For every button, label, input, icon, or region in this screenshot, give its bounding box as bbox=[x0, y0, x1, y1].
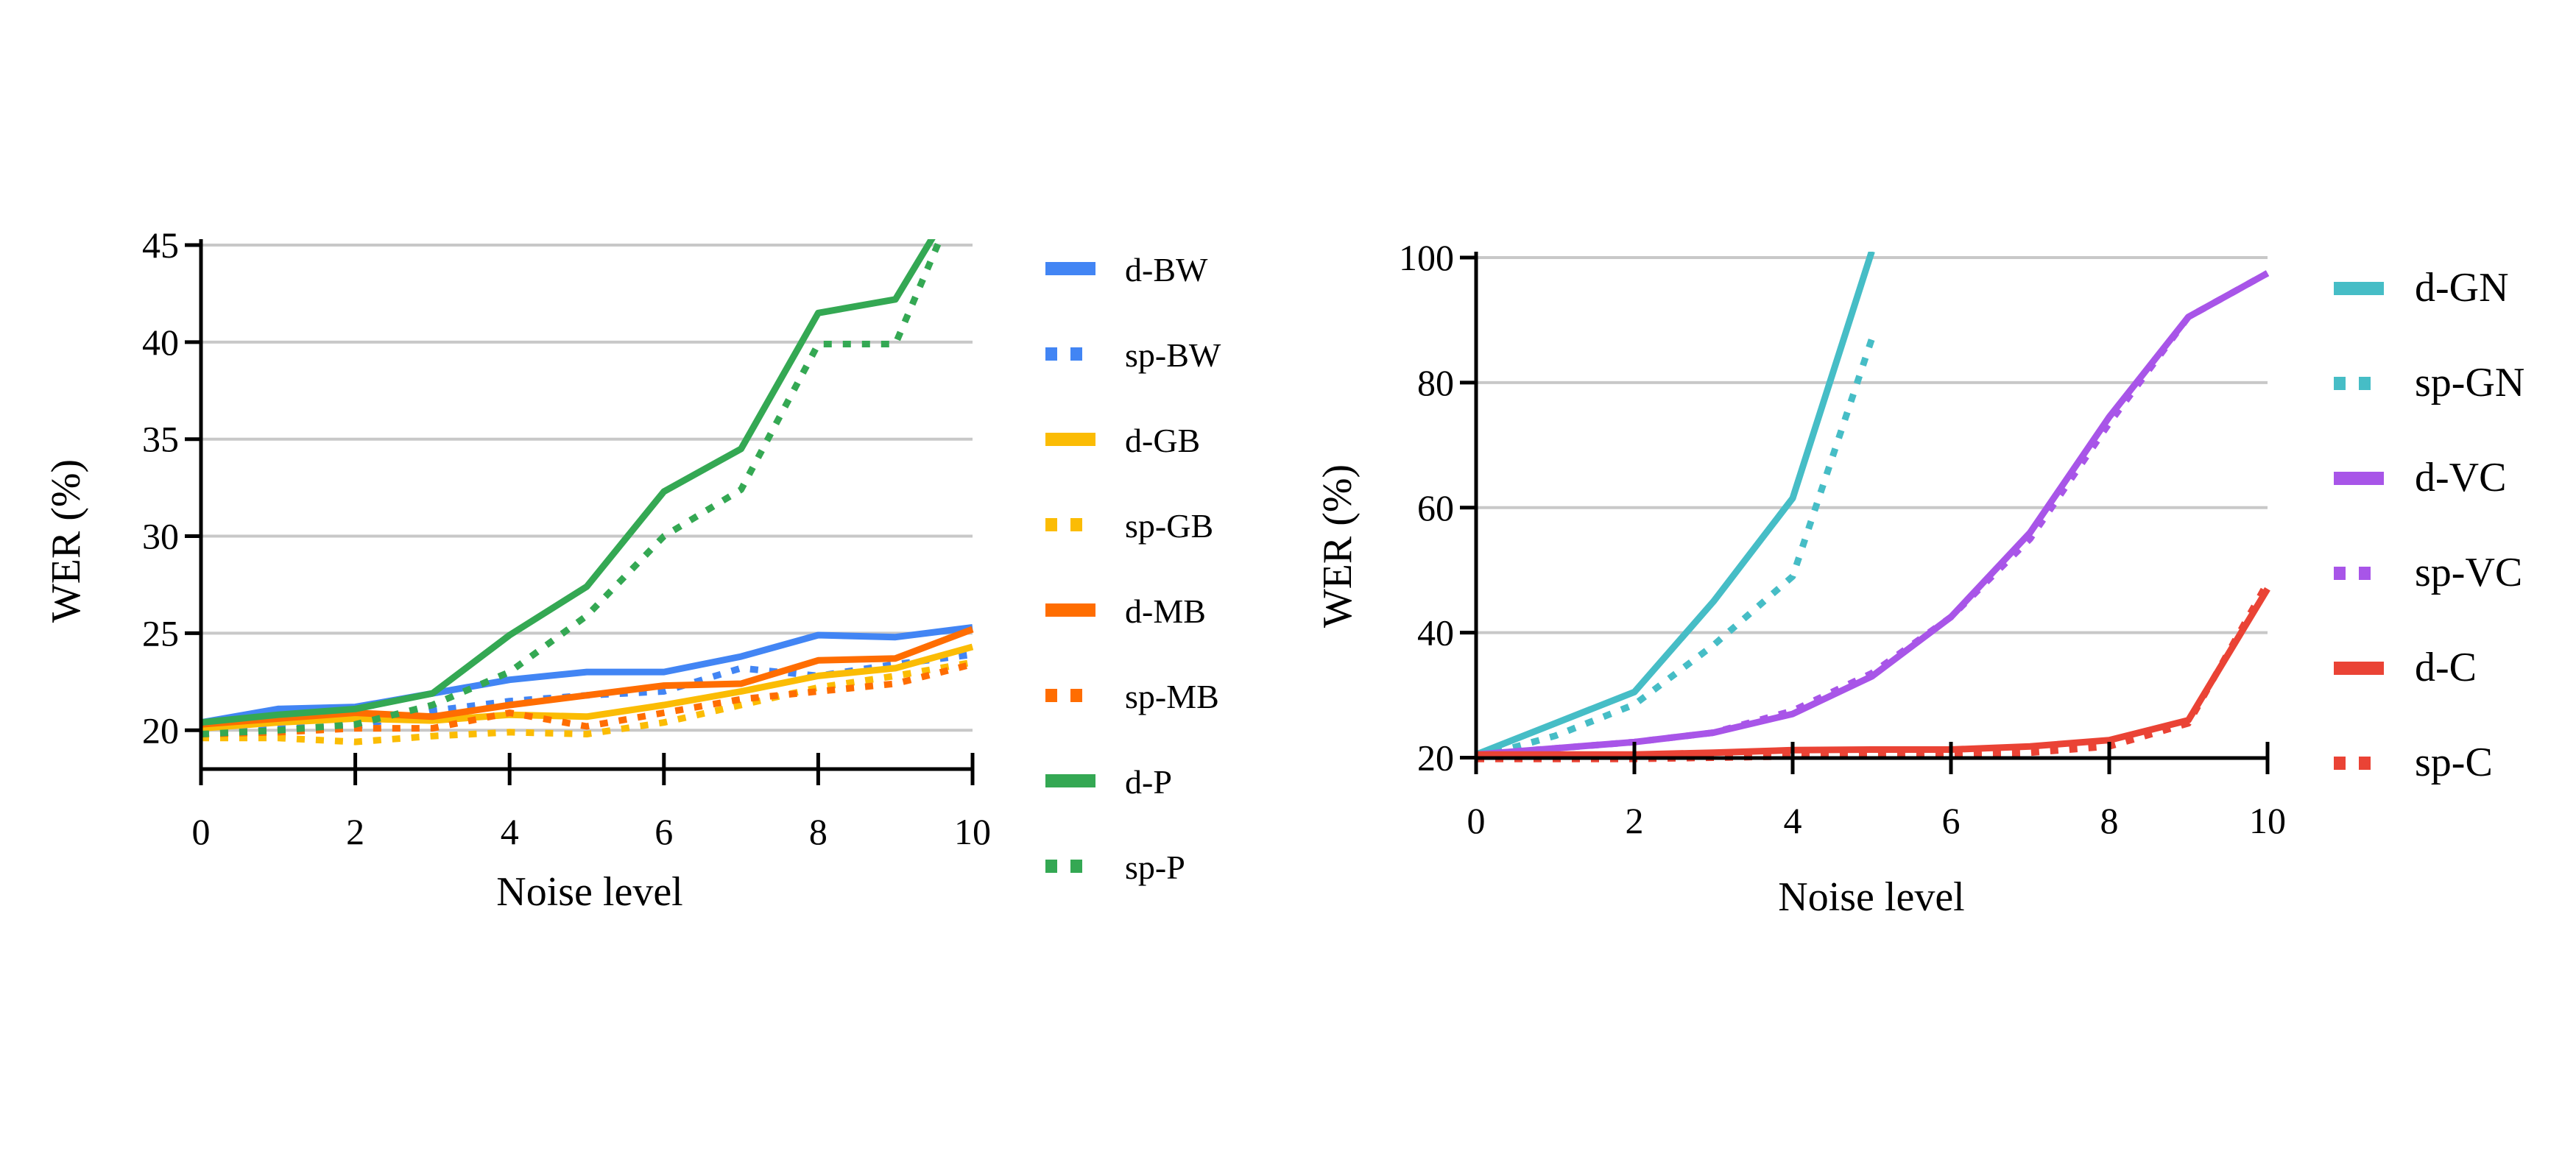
series-line-sp-VC bbox=[1475, 270, 2270, 758]
series-line-sp-P bbox=[200, 239, 944, 737]
chart-right: Noise level WER (%) 20 40 60 80 100 0 2 4 6 8 10 d-… bbox=[1315, 237, 2524, 920]
legend: d-BW sp-BW d-GB sp-GB d-MB sp-MB d-P sp-P bbox=[1045, 251, 1221, 886]
series-group bbox=[200, 239, 974, 746]
legend-label-d-GN: d-GN bbox=[2415, 265, 2509, 311]
legend-label-d-GB: d-GB bbox=[1125, 422, 1200, 459]
x-axis-title: Noise level bbox=[1778, 874, 1964, 920]
series-line-d-GN bbox=[1475, 252, 1875, 758]
series-line-sp-GN bbox=[1475, 337, 1875, 761]
series-line-d-C bbox=[1476, 587, 2270, 758]
x-tick-label: 0 bbox=[1467, 800, 1486, 841]
x-tick-label: 2 bbox=[346, 811, 364, 852]
series-line-d-P bbox=[200, 239, 936, 726]
x-tick-label: 10 bbox=[954, 811, 991, 852]
y-axis-title: WER (%) bbox=[43, 459, 89, 623]
y-tick-label: 40 bbox=[1417, 612, 1454, 654]
legend-label-sp-MB: sp-MB bbox=[1125, 678, 1219, 715]
series-group bbox=[1475, 252, 2270, 762]
x-tick-label: 6 bbox=[654, 811, 673, 852]
legend-label-sp-BW: sp-BW bbox=[1125, 336, 1221, 374]
legend-label-sp-GB: sp-GB bbox=[1125, 507, 1213, 545]
y-tick-label: 35 bbox=[142, 419, 179, 460]
legend-label-d-MB: d-MB bbox=[1125, 592, 1206, 630]
legend-label-d-VC: d-VC bbox=[2415, 455, 2506, 500]
legend-label-d-P: d-P bbox=[1125, 763, 1172, 801]
x-tick-label: 4 bbox=[1784, 800, 1802, 841]
x-tick-label: 8 bbox=[2100, 800, 2119, 841]
y-tick-label: 25 bbox=[142, 612, 179, 654]
legend: d-GN sp-GN d-VC sp-VC d-C sp-C bbox=[2334, 265, 2524, 785]
y-tick-label: 45 bbox=[142, 224, 179, 266]
legend-label-sp-VC: sp-VC bbox=[2415, 550, 2522, 595]
series-line-sp-GB bbox=[201, 659, 973, 746]
chart-left: Noise level WER (%) 20 25 30 35 40 45 0 2 4 6 8 10 d… bbox=[43, 224, 1221, 915]
x-tick-label: 0 bbox=[192, 811, 211, 852]
y-tick-label: 60 bbox=[1417, 487, 1454, 528]
legend-label-d-C: d-C bbox=[2415, 645, 2477, 690]
legend-label-sp-GN: sp-GN bbox=[2415, 360, 2524, 406]
legend-label-d-BW: d-BW bbox=[1125, 251, 1208, 288]
series-line-sp-MB bbox=[200, 661, 974, 737]
legend-label-sp-C: sp-C bbox=[2415, 740, 2493, 785]
y-tick-label: 20 bbox=[1417, 737, 1454, 779]
x-tick-label: 8 bbox=[809, 811, 828, 852]
legend-label-sp-P: sp-P bbox=[1125, 849, 1185, 886]
y-tick-label: 80 bbox=[1417, 362, 1454, 403]
y-tick-label: 100 bbox=[1399, 237, 1454, 278]
x-tick-label: 10 bbox=[2249, 800, 2286, 841]
y-tick-label: 20 bbox=[142, 709, 179, 751]
x-tick-label: 4 bbox=[501, 811, 519, 852]
y-axis-title: WER (%) bbox=[1315, 464, 1361, 628]
y-tick-label: 40 bbox=[142, 322, 179, 363]
x-tick-label: 6 bbox=[1942, 800, 1961, 841]
y-tick-label: 30 bbox=[142, 516, 179, 557]
series-line-d-GB bbox=[200, 643, 974, 732]
x-tick-label: 2 bbox=[1626, 800, 1644, 841]
series-line-d-MB bbox=[200, 626, 974, 728]
x-axis-title: Noise level bbox=[496, 869, 682, 915]
